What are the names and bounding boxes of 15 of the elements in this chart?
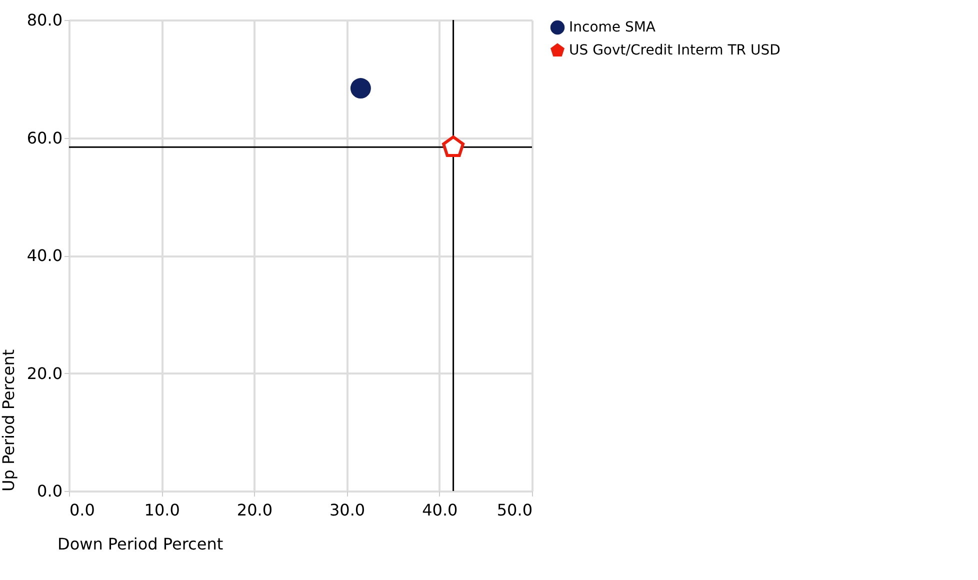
x-tick-label: 40.0: [422, 500, 458, 520]
y-tick-label: 0.0: [37, 482, 62, 500]
legend-label: US Govt/Credit Interm TR USD: [569, 42, 780, 58]
x-tick-label: 50.0: [496, 500, 532, 520]
legend-label: Income SMA: [569, 20, 656, 36]
x-tick-label: 0.0: [70, 500, 95, 520]
y-tick-label: 80.0: [26, 10, 62, 30]
x-tick-label: 10.0: [144, 500, 180, 520]
y-tick-label: 20.0: [26, 364, 62, 383]
x-axis-title: Down Period Percent: [58, 534, 224, 554]
y-tick-label: 60.0: [26, 128, 62, 148]
x-tick-label: 30.0: [329, 500, 366, 520]
y-tick-label: 40.0: [26, 246, 62, 265]
x-tick-label: 20.0: [236, 500, 273, 520]
y-axis-title: Up Period Percent: [0, 349, 18, 492]
